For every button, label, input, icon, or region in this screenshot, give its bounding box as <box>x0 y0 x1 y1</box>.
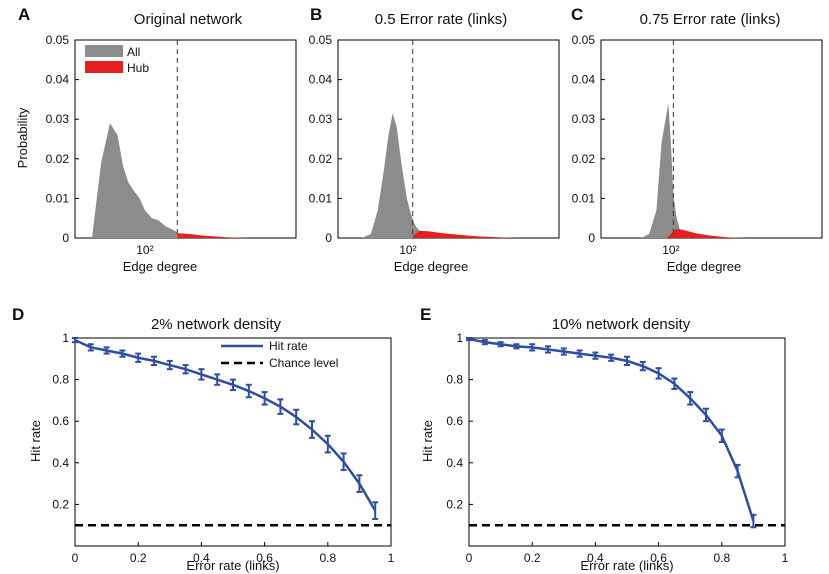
panel-e-axes <box>468 337 786 547</box>
x-tick-label: 10² <box>136 243 153 257</box>
y-tick-label: 0.02 <box>46 152 70 166</box>
x-tick-label: 0.8 <box>713 551 730 565</box>
panel-e: E 10% network density Error rate (links)… <box>420 305 789 573</box>
hit-rate-line <box>468 337 755 522</box>
panel-d-xlabel: Error rate (links) <box>186 558 279 573</box>
all-area <box>91 123 178 238</box>
panel-d-letter: D <box>12 305 24 324</box>
y-tick-label: 0.6 <box>446 414 463 428</box>
x-tick-label: 1 <box>388 551 395 565</box>
hub-area <box>412 230 519 238</box>
hit-rate-line <box>74 338 377 512</box>
y-tick-label: 0 <box>325 231 332 245</box>
y-tick-label: 0.03 <box>309 112 333 126</box>
y-tick-label: 0.01 <box>46 191 70 205</box>
x-tick-label: 0.8 <box>319 551 336 565</box>
y-tick-label: 0.4 <box>446 456 463 470</box>
panel-d-title: 2% network density <box>151 316 282 333</box>
panel-a-letter: A <box>18 5 30 24</box>
y-tick-label: 0.8 <box>52 373 69 387</box>
x-tick-label: 0 <box>72 551 79 565</box>
panel-e-ylabel: Hit rate <box>420 420 435 462</box>
y-tick-label: 0.04 <box>309 73 333 87</box>
x-tick-label: 0 <box>466 551 473 565</box>
x-tick-label: 0.6 <box>650 551 667 565</box>
y-tick-label: 0.05 <box>572 33 596 47</box>
y-tick-label: 0.04 <box>46 73 70 87</box>
panel-b: B 0.5 Error rate (links) Edge degree 0 0.… <box>309 5 560 274</box>
legend-label-hub: Hub <box>127 61 149 75</box>
y-tick-label: 0.01 <box>309 191 333 205</box>
panel-a-ylabel: Probability <box>15 107 30 168</box>
y-tick-label: 0.6 <box>52 414 69 428</box>
panel-a-title: Original network <box>134 11 243 28</box>
panel-d-ylabel: Hit rate <box>28 420 43 462</box>
panel-c-title: 0.75 Error rate (links) <box>640 11 781 28</box>
panel-e-letter: E <box>420 305 431 324</box>
x-tick-label: 0.4 <box>587 551 604 565</box>
all-area <box>640 103 695 238</box>
y-tick-label: 0.03 <box>46 112 70 126</box>
y-tick-label: 0.02 <box>309 152 333 166</box>
y-tick-label: 1 <box>456 331 463 345</box>
legend-label-hit-rate: Hit rate <box>269 339 308 353</box>
x-tick-label: 10² <box>662 243 679 257</box>
y-tick-label: 0.05 <box>46 33 70 47</box>
y-tick-label: 0 <box>62 231 69 245</box>
x-tick-label: 0.6 <box>256 551 273 565</box>
panel-d-axes <box>74 337 392 547</box>
panel-e-title: 10% network density <box>552 316 691 333</box>
x-tick-label: 10² <box>399 243 416 257</box>
y-tick-label: 0.8 <box>446 373 463 387</box>
panel-b-letter: B <box>310 5 322 24</box>
panel-d: D 2% network density Error rate (links) … <box>12 305 395 573</box>
y-tick-label: 0.05 <box>309 33 333 47</box>
y-tick-label: 0.4 <box>52 456 69 470</box>
panel-b-xlabel: Edge degree <box>394 259 468 274</box>
legend-swatch-all <box>85 45 123 57</box>
y-tick-label: 0.2 <box>52 497 69 511</box>
y-tick-label: 0.02 <box>572 152 596 166</box>
hub-area <box>666 229 747 238</box>
y-tick-label: 0.03 <box>572 112 596 126</box>
y-tick-label: 0.2 <box>446 497 463 511</box>
x-tick-label: 1 <box>782 551 789 565</box>
legend-label-chance-level: Chance level <box>269 356 338 370</box>
panel-a: A Original network Edge degree Probabili… <box>15 5 297 274</box>
legend-swatch-hub <box>85 61 123 73</box>
y-tick-label: 0.04 <box>572 73 596 87</box>
panel-c-axes <box>600 39 823 239</box>
y-tick-label: 0.01 <box>572 191 596 205</box>
panel-e-xlabel: Error rate (links) <box>580 558 673 573</box>
panel-a-xlabel: Edge degree <box>123 259 197 274</box>
x-tick-label: 0.2 <box>130 551 147 565</box>
x-tick-label: 0.4 <box>193 551 210 565</box>
hub-area <box>177 233 250 238</box>
panel-b-axes <box>337 39 560 239</box>
panel-c-xlabel: Edge degree <box>667 259 741 274</box>
panel-b-title: 0.5 Error rate (links) <box>375 11 508 28</box>
panel-c-letter: C <box>571 5 583 24</box>
x-tick-label: 0.2 <box>524 551 541 565</box>
y-tick-label: 1 <box>62 331 69 345</box>
legend-label-all: All <box>127 45 140 59</box>
panel-c: C 0.75 Error rate (links) Edge degree 0 0… <box>571 5 823 274</box>
y-tick-label: 0 <box>588 231 595 245</box>
all-area <box>361 113 432 238</box>
